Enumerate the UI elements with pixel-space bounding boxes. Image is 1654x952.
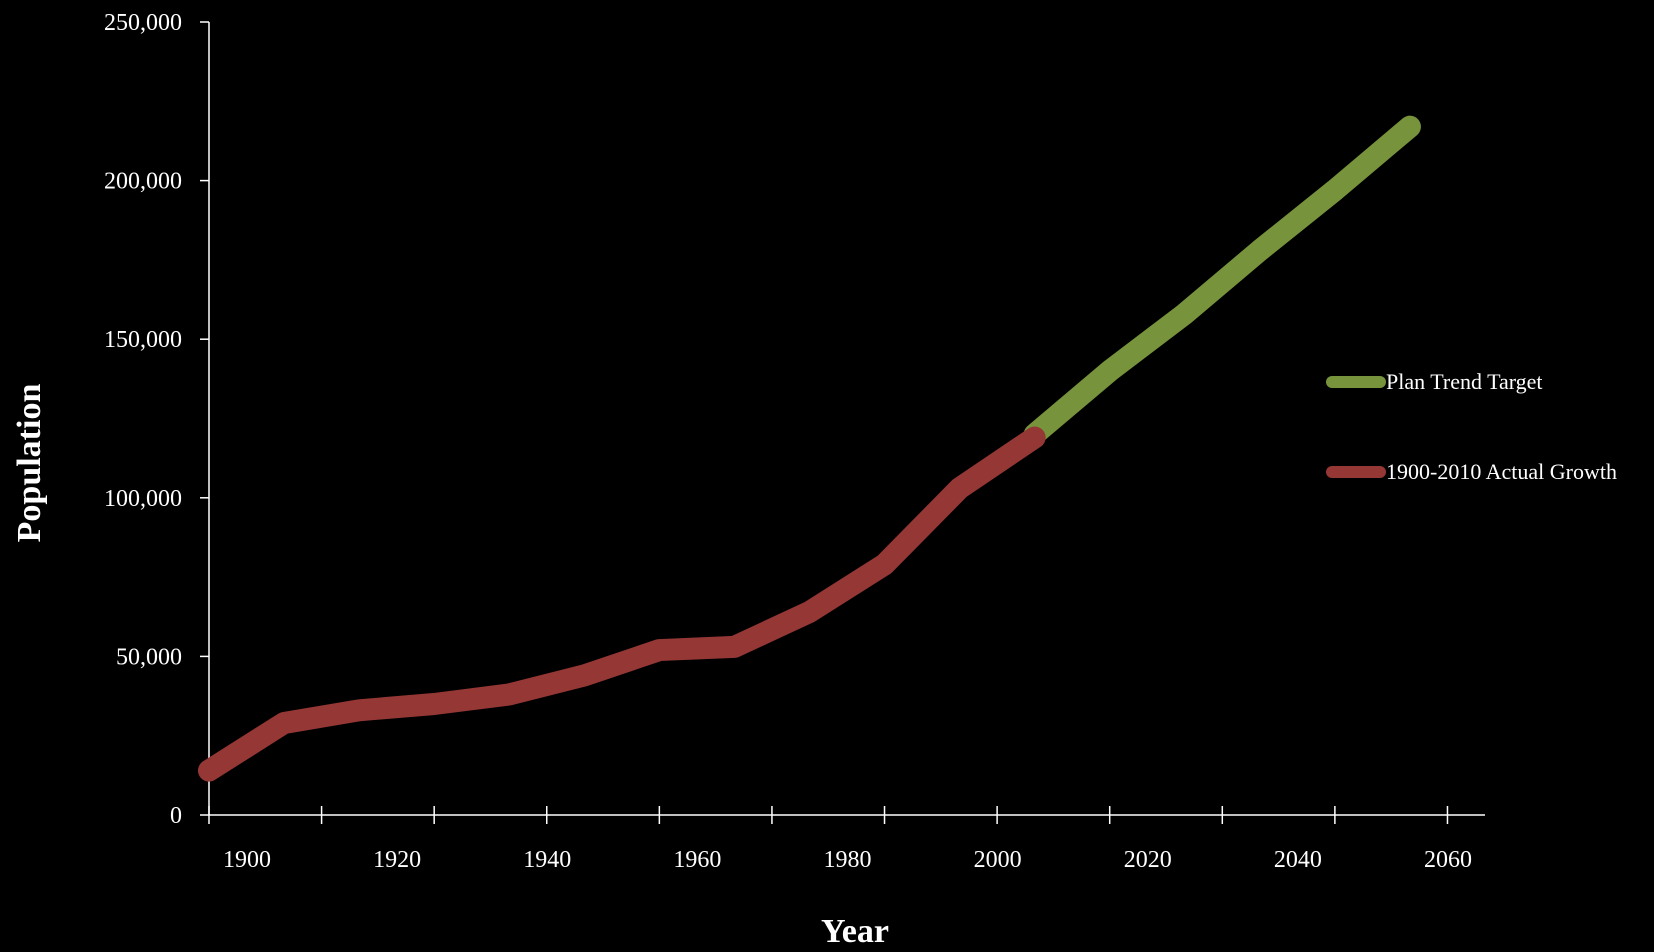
x-tick-label: 2040 [1274,847,1322,873]
y-tick-label: 200,000 [104,169,182,195]
series-line-actual-growth [198,426,1046,782]
legend-label: 1900-2010 Actual Growth [1386,459,1617,484]
x-axis-title: Year [821,913,889,947]
x-tick-label: 2020 [1124,847,1172,873]
x-tick-label: 2000 [974,847,1022,873]
axes: 0 50,000 100,000 150,000 200,000 250,000 1900 1… [104,10,1485,873]
x-tick-label: 2060 [1424,847,1472,873]
series-line-plan-trend-target [1023,115,1421,446]
plot-area [198,115,1421,782]
x-tick-label: 1940 [523,847,571,873]
x-tick-label: 1920 [373,847,421,873]
x-tick-label: 1960 [673,847,721,873]
y-tick-label: 100,000 [104,486,182,512]
y-tick-label: 250,000 [104,10,182,36]
x-tick-label: 1900 [223,847,271,873]
y-tick-label: 150,000 [104,327,182,353]
y-tick-label: 50,000 [116,644,182,670]
legend-label: Plan Trend Target [1386,369,1543,394]
y-axis-title: Population [11,384,48,543]
legend: Plan Trend Target 1900-2010 Actual Growth [1326,369,1617,484]
y-tick-label: 0 [170,803,182,829]
x-tick-label: 1980 [823,847,871,873]
